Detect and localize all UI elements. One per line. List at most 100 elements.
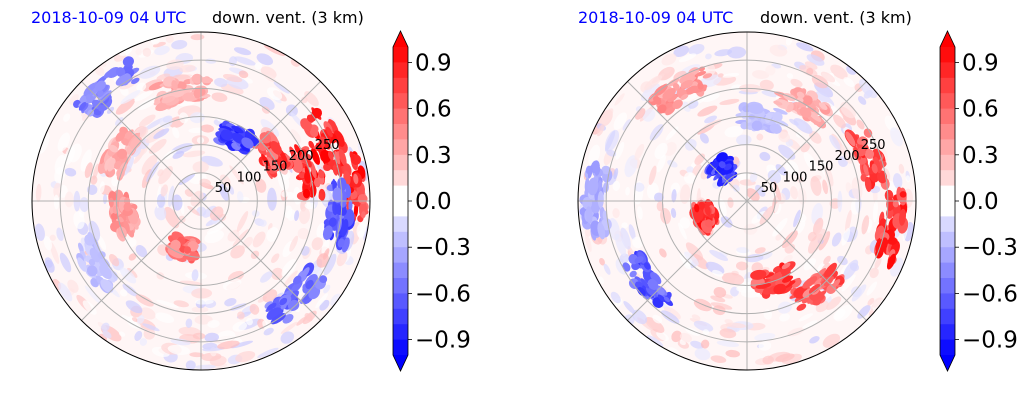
field-feature-cell: [291, 153, 298, 160]
field-cell: [843, 77, 855, 88]
field-cell: [818, 231, 831, 251]
colorbar-tick-label: 0.6: [962, 97, 999, 123]
field-feature-cell: [657, 294, 666, 303]
field-feature-cell: [796, 303, 807, 311]
field-feature-cell: [167, 248, 184, 259]
field-cell: [752, 70, 770, 80]
colorbar-segment: [393, 339, 408, 356]
field-cell: [59, 252, 72, 273]
field-cell: [772, 218, 788, 237]
field-cell: [238, 70, 249, 79]
field-cell: [648, 165, 657, 186]
field-cell: [35, 183, 42, 203]
field-cell: [704, 115, 717, 124]
field-cell: [216, 330, 236, 343]
colorbar-tick-label: −0.9: [415, 328, 471, 354]
field-feature-cell: [679, 73, 695, 84]
radial-tick-label: 250: [315, 138, 340, 153]
field-cell: [235, 351, 256, 363]
field-cell: [136, 82, 147, 92]
field-feature-cell: [650, 272, 662, 285]
radial-tick-label: 150: [263, 160, 288, 175]
field-cell: [861, 215, 870, 235]
field-feature-cell: [332, 187, 343, 203]
field-feature-cell: [171, 80, 178, 91]
field-feature-cell: [601, 165, 611, 175]
colorbar-segment: [940, 231, 955, 248]
field-cell: [84, 285, 101, 304]
field-feature-cell: [183, 246, 191, 254]
field-cell: [843, 259, 859, 280]
field-feature-cell: [896, 186, 903, 202]
field-cell: [266, 87, 283, 101]
field-cell: [263, 45, 285, 57]
field-cell: [786, 73, 794, 79]
field-feature-cell: [302, 188, 311, 199]
field-feature-cell: [306, 114, 315, 123]
field-cell: [664, 141, 677, 156]
field-cell: [192, 332, 206, 340]
colorbar-segment: [393, 216, 408, 233]
field-cell: [637, 206, 643, 220]
field-cell: [58, 282, 73, 302]
field-feature-cell: [863, 128, 873, 138]
field-feature-cell: [802, 276, 818, 289]
field-feature-cell: [115, 131, 126, 142]
field-cell: [256, 53, 274, 66]
field-cell: [171, 194, 183, 211]
field-cell: [187, 205, 200, 216]
field-feature-cell: [765, 112, 772, 124]
field-feature-cell: [808, 111, 822, 122]
polar-outer-ring: [577, 31, 917, 371]
radial-tick-label: 250: [861, 138, 886, 153]
field-cell: [663, 306, 681, 320]
field-cell: [756, 133, 764, 141]
field-cell: [754, 247, 766, 254]
field-cell: [759, 151, 771, 162]
field-cell: [670, 207, 677, 219]
field-feature-cell: [353, 173, 359, 185]
field-cell: [833, 308, 846, 320]
field-cell: [620, 227, 631, 250]
field-cell: [652, 314, 663, 324]
field-cell: [700, 339, 710, 349]
colorbar-segment: [393, 308, 408, 325]
field-feature-cell: [802, 95, 813, 106]
field-cell: [656, 331, 669, 341]
colorbar-segment: [940, 278, 955, 294]
field-cell: [73, 211, 85, 230]
field-feature-cell: [801, 296, 811, 304]
field-cell: [841, 144, 853, 164]
field-cell: [311, 237, 323, 251]
field-cell: [90, 175, 98, 185]
field-feature-cell: [270, 141, 282, 155]
field-cell: [816, 228, 827, 241]
field-cell: [866, 281, 878, 296]
field-feature-cell: [590, 200, 601, 214]
field-cell: [840, 101, 856, 119]
colorbar-segment: [940, 293, 955, 310]
field-cell: [820, 71, 836, 83]
field-cell: [154, 205, 167, 221]
colorbar-segment: [940, 185, 955, 202]
field-feature-cell: [704, 204, 711, 216]
field-cell: [249, 303, 260, 315]
field-feature-cell: [279, 297, 288, 306]
field-cell: [603, 263, 611, 275]
field-cell: [823, 255, 831, 265]
field-cell: [702, 329, 710, 336]
field-feature-cell: [667, 93, 678, 103]
field-cell: [660, 310, 680, 324]
field-feature-cell: [305, 279, 314, 289]
field-cell: [822, 179, 829, 195]
field-feature-cell: [313, 177, 321, 188]
field-cell: [873, 199, 878, 223]
field-feature-cell: [582, 196, 593, 210]
field-feature-cell: [781, 262, 791, 270]
colorbar-segment: [393, 324, 408, 341]
field-feature-cell: [879, 218, 887, 227]
field-cell: [710, 355, 727, 363]
colorbar-tick-label: 0.9: [962, 50, 999, 76]
radial-tick-label: 150: [809, 160, 834, 175]
colorbar-segment: [940, 339, 955, 356]
